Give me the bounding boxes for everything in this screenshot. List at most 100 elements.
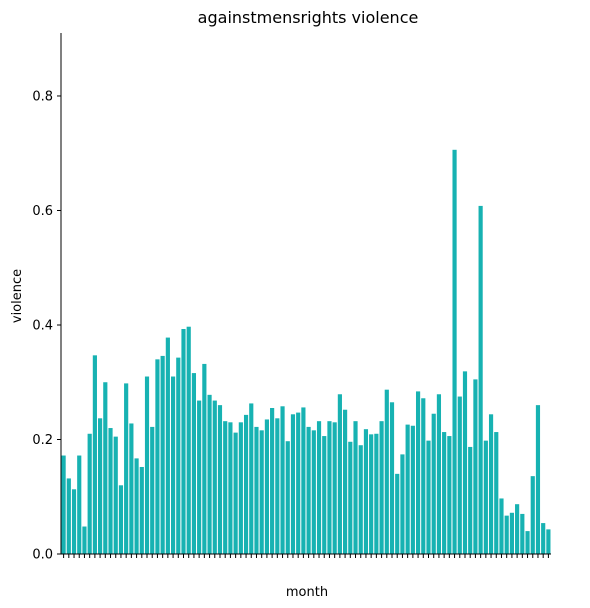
bar (254, 427, 258, 554)
bar (114, 437, 118, 554)
bar (280, 406, 284, 554)
bar (228, 422, 232, 554)
bar (98, 418, 102, 554)
bar (411, 426, 415, 554)
bar (265, 419, 269, 554)
bar (103, 382, 107, 554)
bar (416, 391, 420, 554)
bar (359, 445, 363, 554)
bar (338, 394, 342, 554)
bar (353, 421, 357, 554)
bar (390, 402, 394, 554)
bar (421, 398, 425, 554)
bar (161, 356, 165, 554)
bar (520, 514, 524, 554)
bar (249, 403, 253, 554)
bar (489, 414, 493, 554)
bar (108, 428, 112, 554)
bar (93, 355, 97, 554)
bar (155, 359, 159, 554)
bar (150, 427, 154, 554)
bar (140, 467, 144, 554)
bar (442, 432, 446, 554)
bar (364, 429, 368, 554)
bar (479, 206, 483, 554)
y-tick-label: 0.6 (32, 204, 53, 219)
bar (432, 414, 436, 554)
bar (197, 401, 201, 554)
bar (484, 441, 488, 554)
bar (135, 458, 139, 554)
bar (348, 442, 352, 554)
bar (202, 364, 206, 554)
bar (536, 405, 540, 554)
y-axis-label: violence (10, 269, 25, 323)
bar (531, 476, 535, 554)
bar (463, 371, 467, 554)
bar (82, 527, 86, 554)
bar (525, 531, 529, 554)
y-tick-label: 0.8 (32, 89, 53, 104)
bar (447, 436, 451, 554)
bar (166, 338, 170, 554)
bar (187, 327, 191, 554)
bar (176, 358, 180, 554)
bar (452, 150, 456, 554)
bar (385, 390, 389, 554)
y-tick-label: 0.2 (32, 433, 53, 448)
bar (171, 377, 175, 554)
bar (437, 394, 441, 554)
bar (333, 422, 337, 554)
bar (505, 516, 509, 554)
bar (317, 421, 321, 554)
bar (223, 421, 227, 554)
bar (515, 504, 519, 554)
bar (374, 434, 378, 554)
bar (213, 401, 217, 554)
bar (322, 436, 326, 554)
bar (260, 430, 264, 554)
bar (124, 383, 128, 554)
bar (244, 415, 248, 554)
bar (307, 427, 311, 554)
bar (218, 405, 222, 554)
bar (510, 513, 514, 554)
bar (291, 414, 295, 554)
x-axis (61, 554, 551, 558)
bar (301, 407, 305, 554)
bar (88, 434, 92, 554)
bar (458, 397, 462, 554)
bar (296, 413, 300, 554)
bar (77, 456, 81, 554)
bar (275, 418, 279, 554)
bar (343, 410, 347, 554)
bar (369, 434, 373, 554)
bar (239, 422, 243, 554)
bar (286, 441, 290, 554)
bar (181, 329, 185, 554)
bar (541, 523, 545, 554)
chart-title: againstmensrights violence (198, 8, 419, 27)
bar (380, 421, 384, 554)
bar (400, 454, 404, 554)
bar (192, 373, 196, 554)
y-axis: 0.0 0.2 0.4 0.6 0.8 (32, 33, 61, 563)
bars-group (62, 150, 551, 554)
bar (494, 432, 498, 554)
y-tick-label: 0.0 (32, 548, 53, 563)
bar (499, 498, 503, 554)
bar (473, 379, 477, 554)
bar (234, 433, 238, 554)
bar (406, 425, 410, 554)
bar (119, 485, 123, 554)
bar (129, 423, 133, 554)
bar (72, 489, 76, 554)
bar (145, 377, 149, 554)
y-tick-label: 0.4 (32, 318, 53, 333)
bar (395, 474, 399, 554)
bar (67, 478, 71, 554)
x-axis-label: month (286, 585, 328, 600)
bar (62, 456, 66, 554)
bar (327, 421, 331, 554)
